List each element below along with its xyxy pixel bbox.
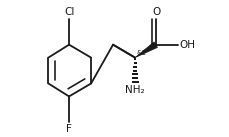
Text: OH: OH [178, 40, 194, 50]
Text: &1: &1 [136, 50, 146, 56]
Polygon shape [134, 42, 157, 58]
Text: O: O [152, 7, 160, 17]
Text: Cl: Cl [64, 7, 74, 17]
Text: NH₂: NH₂ [125, 85, 144, 95]
Text: F: F [66, 124, 72, 134]
